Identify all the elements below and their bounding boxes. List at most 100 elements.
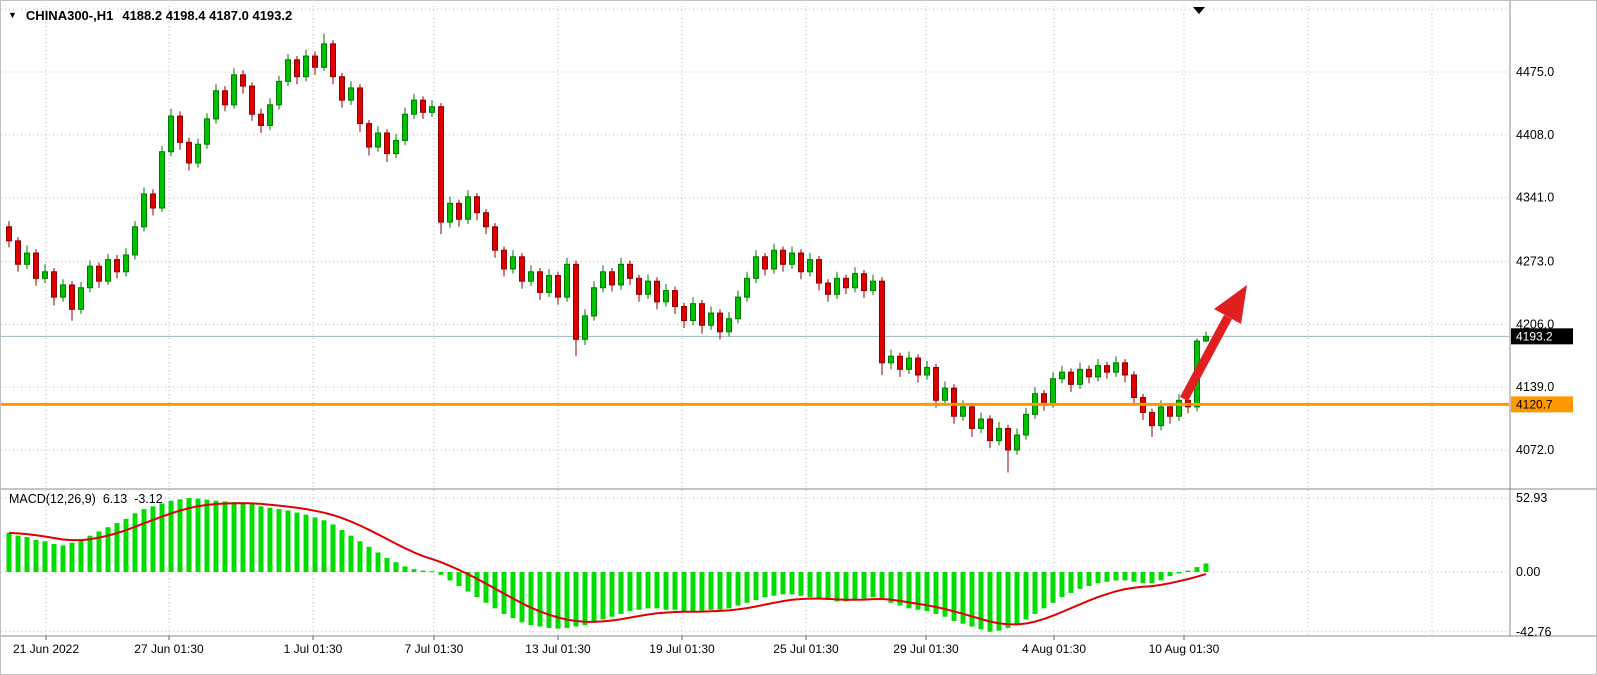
macd-histogram-bar bbox=[114, 523, 120, 572]
candle-body bbox=[924, 366, 930, 376]
macd-histogram-bar bbox=[1167, 572, 1173, 577]
candle-body bbox=[879, 280, 885, 364]
candle-body bbox=[411, 99, 417, 115]
candle-body bbox=[627, 263, 633, 279]
macd-histogram-bar bbox=[321, 520, 327, 572]
macd-axis-label: -42.76 bbox=[1516, 625, 1551, 639]
symbol-collapse-icon[interactable]: ▼ bbox=[8, 10, 17, 20]
candle-body bbox=[168, 115, 174, 153]
time-scale[interactable] bbox=[1, 636, 1510, 674]
macd-histogram-bar bbox=[258, 506, 264, 572]
candle-body bbox=[870, 280, 876, 292]
macd-histogram-bar bbox=[141, 509, 147, 572]
macd-histogram-bar bbox=[231, 502, 237, 572]
candle-body bbox=[843, 277, 849, 289]
candle-body bbox=[393, 139, 399, 155]
price-axis-label: 4072.0 bbox=[1516, 443, 1554, 457]
macd-histogram-bar bbox=[1203, 563, 1209, 572]
macd-histogram-bar bbox=[150, 506, 156, 572]
candle-body bbox=[1176, 399, 1182, 417]
macd-histogram-bar bbox=[1104, 572, 1110, 582]
macd-histogram-bar bbox=[1023, 572, 1029, 620]
candle-body bbox=[609, 271, 615, 286]
candle-body bbox=[96, 265, 102, 282]
macd-histogram-bar bbox=[726, 572, 732, 609]
macd-histogram-bar bbox=[771, 572, 777, 596]
macd-histogram-bar bbox=[204, 499, 210, 572]
time-axis-label: 19 Jul 01:30 bbox=[649, 642, 715, 656]
candle-body bbox=[717, 312, 723, 333]
macd-histogram-bar bbox=[303, 514, 309, 572]
time-axis-label: 27 Jun 01:30 bbox=[134, 642, 204, 656]
candle-body bbox=[1113, 362, 1119, 373]
macd-histogram-bar bbox=[420, 570, 426, 572]
candle-body bbox=[312, 55, 318, 68]
macd-histogram-bar bbox=[105, 527, 111, 572]
candle-body bbox=[231, 74, 237, 106]
indicator-name: MACD(12,26,9) bbox=[9, 492, 96, 506]
macd-histogram-bar bbox=[879, 572, 885, 599]
candle-body bbox=[141, 193, 147, 228]
price-scale[interactable] bbox=[1508, 1, 1596, 636]
candle-body bbox=[186, 141, 192, 164]
macd-histogram-bar bbox=[672, 572, 678, 610]
macd-histogram-bar bbox=[690, 572, 696, 612]
candle-body bbox=[384, 132, 390, 155]
ohlc-quote: 4188.2 4198.4 4187.0 4193.2 bbox=[122, 8, 293, 23]
macd-histogram-bar bbox=[645, 572, 651, 609]
current-price-label: 4193.2 bbox=[1516, 329, 1553, 343]
time-axis-label: 29 Jul 01:30 bbox=[893, 642, 959, 656]
macd-histogram-bar bbox=[1131, 572, 1137, 582]
candle-body bbox=[663, 290, 669, 303]
macd-histogram-bar bbox=[969, 572, 975, 627]
macd-histogram-bar bbox=[825, 572, 831, 600]
macd-histogram-bar bbox=[1068, 572, 1074, 593]
candle-body bbox=[735, 296, 741, 320]
candle-body bbox=[771, 249, 777, 270]
candle-body bbox=[780, 249, 786, 265]
macd-signal-line bbox=[8, 502, 1207, 626]
candle-body bbox=[258, 113, 264, 126]
candle-body bbox=[654, 280, 660, 303]
candle-body bbox=[348, 87, 354, 101]
macd-histogram-bar bbox=[618, 572, 624, 614]
macd-histogram-bar bbox=[1077, 572, 1083, 589]
price-axis-label: 4341.0 bbox=[1516, 191, 1554, 205]
candle-body bbox=[987, 418, 993, 442]
price-axis-label: 4408.0 bbox=[1516, 128, 1554, 142]
macd-histogram-bar bbox=[51, 544, 57, 572]
candle-body bbox=[1167, 406, 1173, 417]
macd-histogram-bar bbox=[663, 572, 669, 610]
macd-histogram-bar bbox=[951, 572, 957, 621]
candle-body bbox=[645, 280, 651, 295]
macd-histogram-bar bbox=[330, 524, 336, 572]
candle-body bbox=[852, 273, 858, 289]
macd-histogram-bar bbox=[627, 572, 633, 612]
macd-histogram-bar bbox=[834, 572, 840, 602]
candle-body bbox=[501, 249, 507, 270]
macd-histogram-bar bbox=[276, 509, 282, 572]
macd-histogram-bar bbox=[888, 572, 894, 603]
candle-body bbox=[1014, 434, 1020, 451]
macd-histogram-bar bbox=[1050, 572, 1056, 603]
macd-histogram-bar bbox=[762, 572, 768, 598]
candle-body bbox=[618, 263, 624, 286]
candle-body bbox=[1149, 411, 1155, 427]
candle-body bbox=[294, 59, 300, 78]
candle-body bbox=[492, 226, 498, 251]
candle-body bbox=[1077, 368, 1083, 385]
candle-body bbox=[933, 366, 939, 401]
macd-histogram-bar bbox=[546, 572, 552, 628]
macd-histogram-bar bbox=[249, 504, 255, 572]
candle-body bbox=[159, 151, 165, 209]
indicator-label: MACD(12,26,9) 6.13 -3.12 bbox=[9, 492, 163, 506]
macd-histogram-bar bbox=[1176, 572, 1182, 574]
candle-body bbox=[1059, 371, 1065, 380]
candle-body bbox=[555, 275, 561, 298]
candle-body bbox=[1095, 365, 1101, 378]
indicator-macd-value: 6.13 bbox=[102, 492, 128, 506]
candle-body bbox=[600, 271, 606, 289]
macd-histogram-bar bbox=[573, 572, 579, 627]
